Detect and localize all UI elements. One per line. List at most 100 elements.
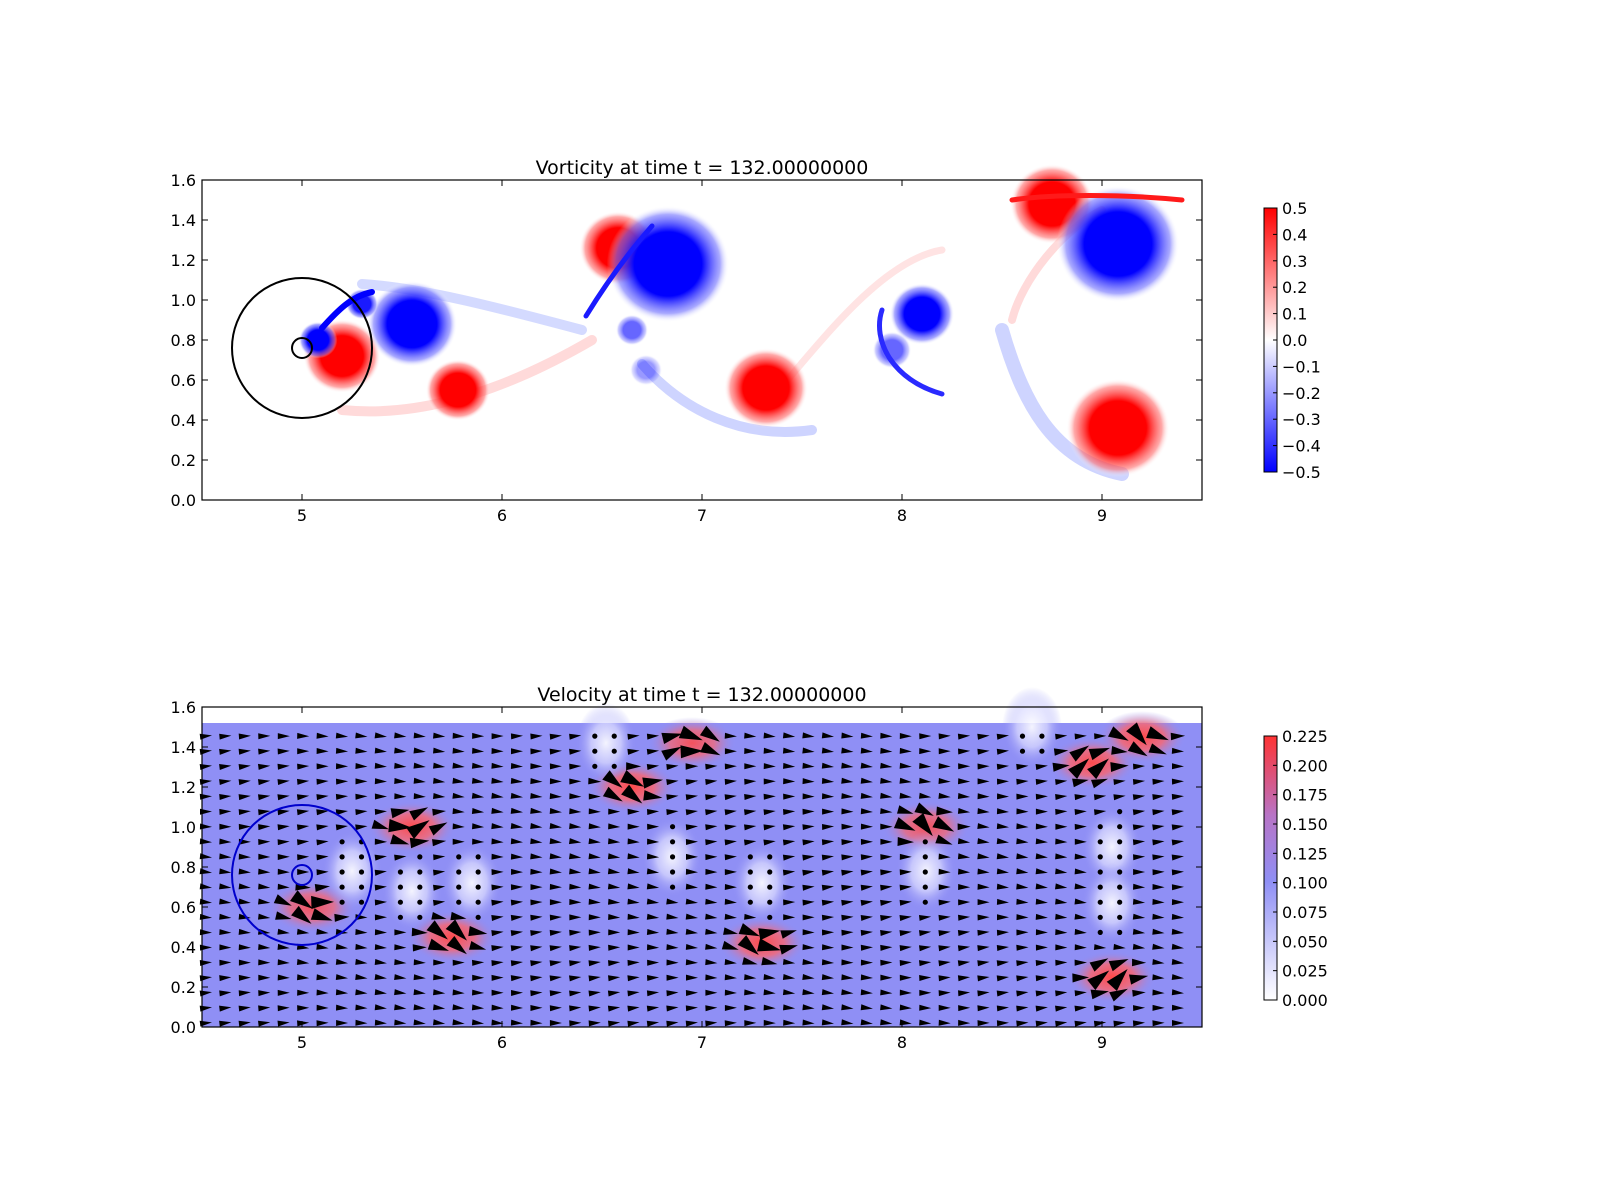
velocity-arrow (860, 747, 873, 754)
velocity-arrow (510, 823, 523, 829)
velocity-arrow (219, 748, 232, 755)
velocity-arrow (860, 732, 873, 739)
velocity-arrow (1171, 778, 1184, 785)
velocity-arrow (627, 733, 640, 740)
velocity-arrow (390, 808, 410, 819)
velocity-arrow (433, 854, 446, 861)
velocity-arrow (471, 808, 485, 814)
velocity-arrow (1088, 747, 1110, 761)
velocity-arrow (1016, 793, 1029, 800)
velocity-arrow (297, 763, 310, 770)
velocity-arrow (646, 898, 660, 905)
velocity-arrow (297, 748, 310, 755)
velocity-arrow (1016, 763, 1029, 770)
colorbar-tick-label: −0.5 (1282, 463, 1321, 482)
velocity-arrow (1055, 1005, 1068, 1012)
velocity-arrow (705, 989, 718, 996)
velocity-arrow (608, 1020, 621, 1027)
velocity-arrow (199, 883, 212, 890)
velocity-arrow (1074, 868, 1087, 875)
velocity-arrow (1016, 914, 1029, 921)
velocity-arrow (374, 747, 387, 754)
velocity-arrow (646, 1005, 660, 1012)
velocity-arrow (666, 809, 679, 816)
velocity-arrow (880, 823, 893, 830)
velocity-arrow (899, 869, 912, 876)
velocity-arrow (666, 990, 679, 997)
velocity-arrow (1152, 794, 1165, 801)
velocity-arrow (511, 868, 523, 875)
velocity-arrow (1074, 733, 1087, 740)
velocity-arrow (433, 1004, 446, 1011)
velocity-arrow (588, 868, 601, 875)
velocity-arrow (880, 838, 893, 845)
velocity-arrow (860, 989, 873, 996)
velocity-arrow (821, 974, 834, 981)
velocity-arrow (643, 790, 663, 801)
velocity-arrow-dot (669, 824, 676, 830)
velocity-arrow (472, 747, 485, 754)
velocity-arrow (1074, 809, 1087, 815)
velocity-arrow (413, 1019, 426, 1026)
velocity-arrow (1016, 1020, 1029, 1027)
velocity-arrow (336, 778, 349, 785)
velocity-arrow (841, 884, 854, 891)
velocity-arrow (802, 944, 815, 951)
velocity-arrow (588, 898, 601, 905)
velocity-arrow (432, 839, 447, 847)
velocity-arrow (445, 919, 467, 941)
velocity-arrow (452, 823, 465, 830)
velocity-arrow-dot (1117, 839, 1123, 845)
velocity-arrow (897, 837, 914, 846)
velocity-arrow (1171, 809, 1184, 816)
velocity-arrow (374, 854, 387, 861)
velocity-arrow (899, 884, 912, 891)
velocity-arrow (277, 989, 290, 996)
velocity-arrow-dot (747, 854, 753, 860)
velocity-arrow (1074, 1005, 1087, 1012)
velocity-arrow (374, 838, 388, 845)
velocity-arrow-dot (1097, 839, 1103, 845)
velocity-arrow (452, 792, 465, 799)
velocity-arrow (602, 770, 623, 788)
velocity-arrow (316, 1020, 329, 1027)
velocity-arrow (899, 762, 912, 769)
velocity-arrow (199, 913, 212, 920)
velocity-arrow (1132, 913, 1146, 920)
velocity-arrow (880, 959, 893, 966)
velocity-arrow (1132, 928, 1146, 935)
velocity-arrow (1171, 854, 1184, 861)
velocity-arrow (608, 898, 621, 905)
velocity-arrow (919, 975, 932, 981)
velocity-arrow (899, 733, 912, 739)
velocity-arrow (413, 974, 426, 981)
velocity-arrow (530, 853, 543, 860)
velocity-arrow (957, 930, 971, 936)
velocity-arrow (335, 747, 349, 754)
velocity-arrow (802, 929, 815, 936)
velocity-arrow (316, 748, 329, 754)
y-tick-label: 1.4 (171, 211, 196, 230)
velocity-arrow-dot (1019, 748, 1026, 754)
velocity-arrow (511, 748, 523, 755)
velocity-arrow (433, 884, 446, 891)
y-tick-label: 0.0 (171, 491, 196, 510)
velocity-arrow (608, 914, 621, 920)
velocity-arrow (336, 763, 349, 770)
velocity-arrow (977, 868, 990, 875)
colorbar-tick-label: 0.100 (1282, 874, 1328, 893)
velocity-arrow (374, 1019, 387, 1026)
velocity-arrow (758, 928, 781, 941)
velocity-arrow (935, 834, 953, 845)
velocity-arrow (977, 748, 990, 755)
velocity-arrow (413, 762, 426, 769)
velocity-arrow (569, 1005, 582, 1012)
velocity-arrow (821, 899, 835, 906)
velocity-arrow (802, 974, 815, 980)
colorbar-tick-label: 0.1 (1282, 305, 1307, 324)
velocity-arrow (238, 990, 251, 997)
velocity-arrow (1132, 809, 1146, 816)
velocity-arrow (219, 838, 232, 845)
velocity-arrow (510, 899, 523, 906)
